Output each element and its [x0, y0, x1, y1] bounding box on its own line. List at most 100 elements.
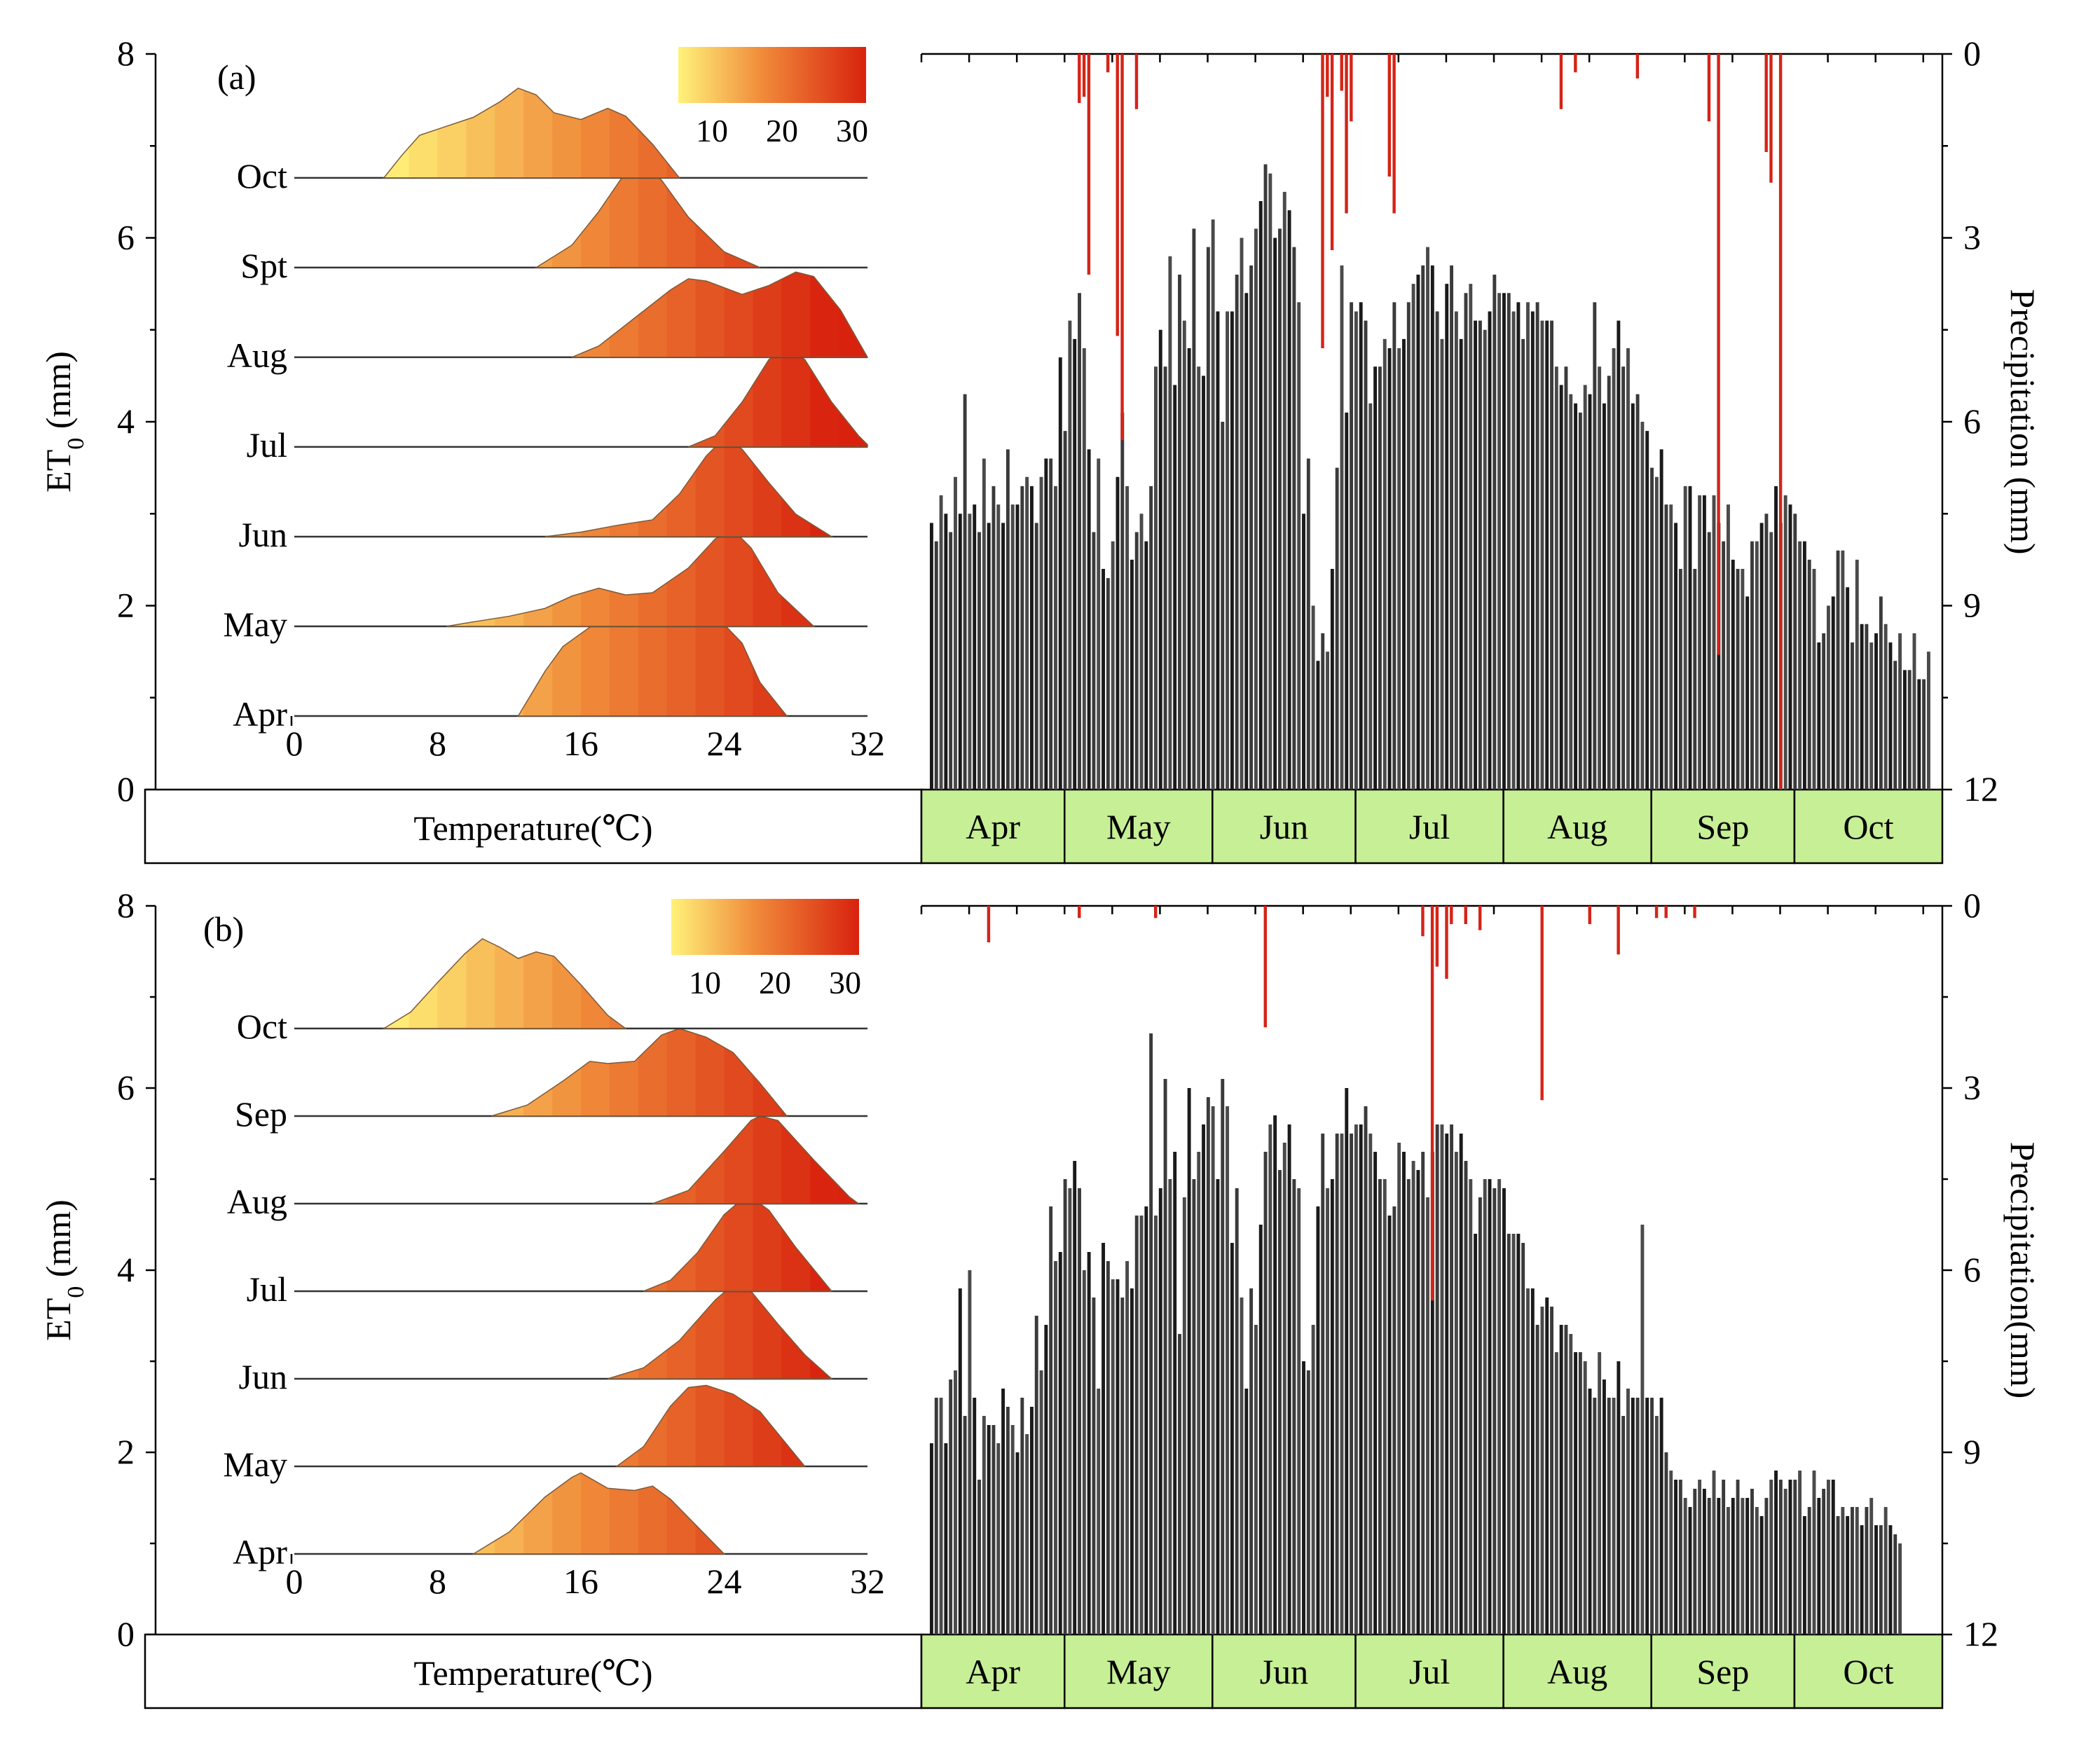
et0-bar: [1664, 504, 1668, 790]
et0-bar: [1693, 1489, 1697, 1635]
ridge-strip: [323, 152, 352, 268]
et0-bar: [1545, 320, 1549, 790]
ridge-strip: [552, 938, 582, 1028]
et0-bar: [1244, 293, 1249, 790]
et0-bar: [1540, 1307, 1544, 1635]
month-label: May: [1106, 807, 1171, 846]
et0-bar: [1540, 320, 1544, 790]
et0-bar: [1092, 532, 1096, 790]
ridge-strip: [352, 62, 380, 178]
et0-bar: [1354, 1124, 1358, 1635]
et0-bar: [1836, 550, 1840, 790]
et0-tick-label: 4: [117, 1250, 135, 1289]
et0-bar: [1254, 1325, 1258, 1635]
ridge-strip: [753, 1116, 782, 1204]
et0-bar: [1153, 1216, 1158, 1635]
et0-bar: [1826, 1480, 1830, 1635]
ridge-strip: [409, 1266, 438, 1379]
et0-bar: [1049, 458, 1053, 790]
et0-bar: [1478, 1197, 1482, 1635]
month-box-jul: [1354, 1633, 1504, 1709]
ridge-strip: [495, 1178, 523, 1291]
et0-bar: [1602, 403, 1606, 790]
ridge-strip: [552, 331, 581, 447]
precip-tick-label: 6: [1963, 401, 1981, 441]
et0-bar: [1182, 1197, 1186, 1635]
et0-bar: [1454, 311, 1458, 790]
et0-bar: [1311, 605, 1315, 790]
et0-bar: [1068, 1188, 1072, 1635]
legend-tick-label: 20: [766, 113, 798, 149]
ridge-strip: [638, 916, 667, 1028]
ridge-strip: [695, 1028, 725, 1116]
ridge-strip: [781, 1028, 787, 1116]
et0-bar: [1645, 431, 1649, 790]
ridge-strip: [695, 1385, 725, 1466]
et0-bar: [1593, 1398, 1597, 1635]
ridge-strip: [609, 938, 626, 1028]
et0-bar: [1010, 504, 1015, 790]
et0-bar: [1240, 1298, 1244, 1635]
ridge-strip: [724, 1197, 753, 1291]
et0-bar: [1029, 1407, 1034, 1635]
et0-bar: [1535, 1325, 1539, 1635]
et0-bar: [1879, 596, 1883, 790]
et0-bar: [1206, 247, 1210, 790]
ridge-strip: [495, 331, 523, 447]
et0-bar: [1888, 642, 1893, 790]
et0-bar: [996, 504, 1001, 790]
et0-bar: [1860, 624, 1864, 790]
et0-bar: [1669, 504, 1673, 790]
et0-bar: [1263, 164, 1268, 790]
et0-bar: [1278, 1170, 1282, 1635]
et0-bar: [1511, 1234, 1516, 1635]
ridge-strip: [839, 272, 867, 357]
ridge-strip: [638, 1284, 668, 1379]
ridge-strip: [438, 331, 467, 447]
ridge-outline: [446, 529, 816, 627]
et0-bar: [1750, 1489, 1754, 1635]
et0-bar: [1330, 569, 1334, 790]
precip-bar: [1326, 54, 1329, 97]
et0-bar: [1273, 1115, 1277, 1635]
et0-bar: [1335, 467, 1339, 790]
et0-bar: [1387, 1216, 1392, 1635]
et0-bar: [1044, 458, 1048, 790]
et0-bar: [1406, 302, 1411, 790]
ridge-strip: [695, 609, 725, 716]
et0-bar: [1564, 1325, 1568, 1635]
et0-bar: [1287, 1124, 1291, 1635]
month-box-jul: [1354, 788, 1504, 865]
et0-bar: [1769, 1480, 1773, 1635]
ridge-strip: [810, 600, 839, 716]
precip-bar: [1082, 54, 1086, 97]
et0-bar: [1435, 311, 1439, 790]
et0-bar: [1559, 1325, 1563, 1635]
et0-bar: [1178, 275, 1181, 790]
ridge-strip: [724, 530, 753, 626]
ridge-strip: [352, 152, 380, 268]
temperature-color-legend: [671, 899, 859, 955]
ridge-strip: [437, 938, 467, 1028]
et0-bar: [1202, 376, 1205, 790]
precip-bar: [1617, 906, 1620, 955]
ridge-strip: [609, 438, 639, 537]
et0-bar: [1130, 559, 1134, 790]
et0-bar: [1235, 1188, 1239, 1635]
ridge-strip: [552, 1473, 582, 1554]
et0-bar: [1545, 1298, 1549, 1635]
ridge-strip: [581, 1178, 610, 1291]
et0-bar: [1139, 514, 1144, 790]
et0-bar: [1454, 1152, 1458, 1635]
ridge-strip: [294, 511, 323, 626]
et0-bar: [1230, 1243, 1234, 1635]
ridge-strip: [523, 530, 553, 626]
et0-bar: [1631, 1398, 1635, 1635]
et0-bar: [1674, 523, 1678, 790]
ridge-outline: [471, 1472, 726, 1555]
et0-bar: [1564, 366, 1568, 790]
ridge-strip: [552, 1354, 581, 1466]
precip-bar: [1263, 906, 1268, 1028]
et0-bar: [1483, 1179, 1487, 1635]
et0-bar: [1812, 569, 1816, 790]
